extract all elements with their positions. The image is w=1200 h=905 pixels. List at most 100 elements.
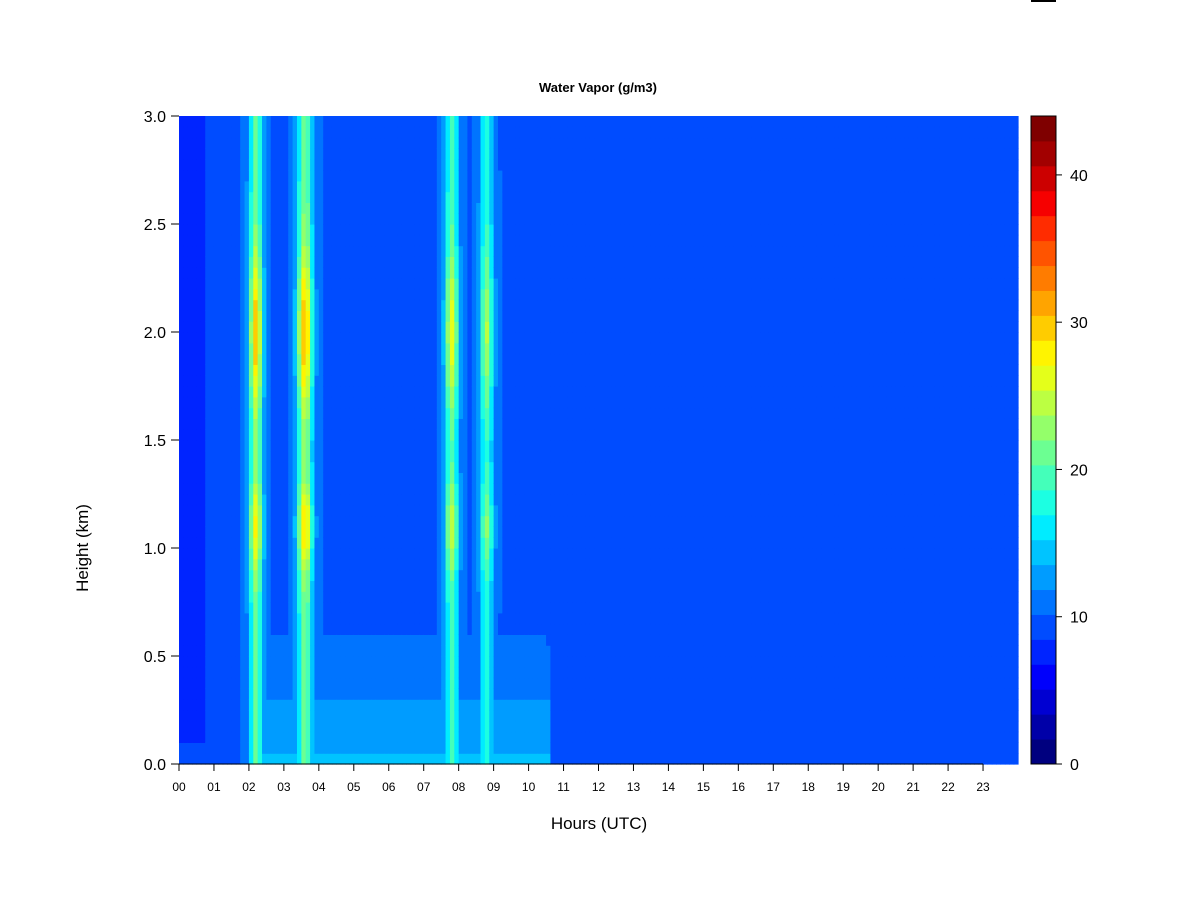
heatmap-cell xyxy=(275,364,281,376)
heatmap-cell xyxy=(471,742,477,754)
heatmap-cell xyxy=(200,126,206,139)
heatmap-cell xyxy=(340,666,346,679)
heatmap-cell xyxy=(362,623,368,635)
heatmap-cell xyxy=(257,148,263,160)
heatmap-cell xyxy=(449,580,455,592)
heatmap-cell xyxy=(345,170,351,182)
heatmap-cell xyxy=(476,418,482,430)
heatmap-cell xyxy=(454,602,460,614)
heatmap-cell xyxy=(397,321,403,333)
heatmap-cell xyxy=(209,364,215,376)
heatmap-cell xyxy=(493,569,499,581)
heatmap-cell xyxy=(336,234,342,247)
heatmap-cell xyxy=(410,418,416,430)
heatmap-cell xyxy=(511,180,517,193)
heatmap-cell xyxy=(480,483,486,495)
heatmap-cell xyxy=(480,148,486,160)
heatmap-cell xyxy=(463,666,469,679)
heatmap-cell xyxy=(406,548,412,560)
heatmap-cell xyxy=(388,569,394,581)
heatmap-cell xyxy=(366,278,372,290)
heatmap-cell xyxy=(375,126,381,139)
heatmap-cell xyxy=(366,645,372,657)
heatmap-cell xyxy=(541,753,547,765)
heatmap-cell xyxy=(283,310,289,322)
heatmap-cell xyxy=(423,580,429,592)
heatmap-cell xyxy=(471,234,477,247)
heatmap-cell xyxy=(183,396,189,409)
heatmap-cell xyxy=(358,299,364,311)
heatmap-cell xyxy=(205,375,211,387)
heatmap-cell xyxy=(441,180,447,193)
heatmap-cell xyxy=(262,170,267,182)
heatmap-cell xyxy=(275,537,281,549)
heatmap-cell xyxy=(445,731,451,743)
heatmap-cell xyxy=(537,472,543,484)
heatmap-cell xyxy=(511,645,517,657)
heatmap-cell xyxy=(371,623,377,635)
heatmap-cell xyxy=(200,310,206,322)
heatmap-cell xyxy=(301,742,307,754)
heatmap-cell xyxy=(371,688,377,700)
heatmap-cell xyxy=(358,515,364,527)
heatmap-cell xyxy=(323,321,329,333)
heatmap-cell xyxy=(458,623,464,635)
heatmap-cell xyxy=(288,677,294,689)
heatmap-cell xyxy=(519,656,525,668)
heatmap-cell xyxy=(528,191,534,203)
heatmap-cell xyxy=(310,634,316,646)
heatmap-cell xyxy=(445,224,451,236)
heatmap-cell xyxy=(231,170,237,182)
heatmap-cell xyxy=(384,148,390,160)
heatmap-cell xyxy=(349,472,355,484)
heatmap-cell xyxy=(288,170,294,182)
heatmap-cell xyxy=(493,224,499,236)
heatmap-cell xyxy=(323,710,329,722)
heatmap-cell xyxy=(423,710,429,722)
heatmap-cell xyxy=(371,245,377,257)
heatmap-cell xyxy=(375,321,381,333)
heatmap-cell xyxy=(240,213,246,225)
heatmap-cell xyxy=(467,191,473,203)
heatmap-cell xyxy=(458,321,464,333)
heatmap-cell xyxy=(463,396,469,409)
heatmap-cell xyxy=(515,256,521,268)
heatmap-cell xyxy=(244,288,250,301)
heatmap-cell xyxy=(502,602,508,614)
heatmap-cell xyxy=(480,224,486,236)
heatmap-cell xyxy=(231,450,237,463)
heatmap-cell xyxy=(401,699,407,711)
heatmap-cell xyxy=(414,180,420,193)
heatmap-cell xyxy=(436,677,442,689)
heatmap-cell xyxy=(467,137,473,149)
heatmap-cell xyxy=(393,148,399,160)
heatmap-cell xyxy=(541,742,547,754)
heatmap-cell xyxy=(318,375,324,387)
heatmap-cell xyxy=(213,224,219,236)
heatmap-cell xyxy=(196,288,202,301)
heatmap-cell xyxy=(266,558,272,571)
heatmap-cell xyxy=(270,396,276,409)
heatmap-cell xyxy=(519,612,525,625)
heatmap-cell xyxy=(537,396,543,409)
heatmap-cell xyxy=(318,191,324,203)
heatmap-cell xyxy=(318,677,324,689)
heatmap-cell xyxy=(493,591,499,603)
heatmap-cell xyxy=(231,407,237,419)
heatmap-cell xyxy=(537,310,543,322)
heatmap-cell xyxy=(270,137,276,149)
heatmap-cell xyxy=(292,170,298,182)
heatmap-cell xyxy=(519,526,525,538)
heatmap-cell xyxy=(288,656,294,668)
heatmap-cell xyxy=(331,396,337,409)
heatmap-cell xyxy=(388,494,394,506)
heatmap-cell xyxy=(336,537,342,549)
heatmap-cell xyxy=(349,407,355,419)
heatmap-cell xyxy=(393,353,399,365)
heatmap-cell xyxy=(305,623,311,635)
heatmap-cell xyxy=(296,224,302,236)
heatmap-cell xyxy=(476,645,482,657)
heatmap-cell xyxy=(489,180,495,193)
heatmap-cell xyxy=(301,332,307,344)
heatmap-cell xyxy=(262,515,267,527)
